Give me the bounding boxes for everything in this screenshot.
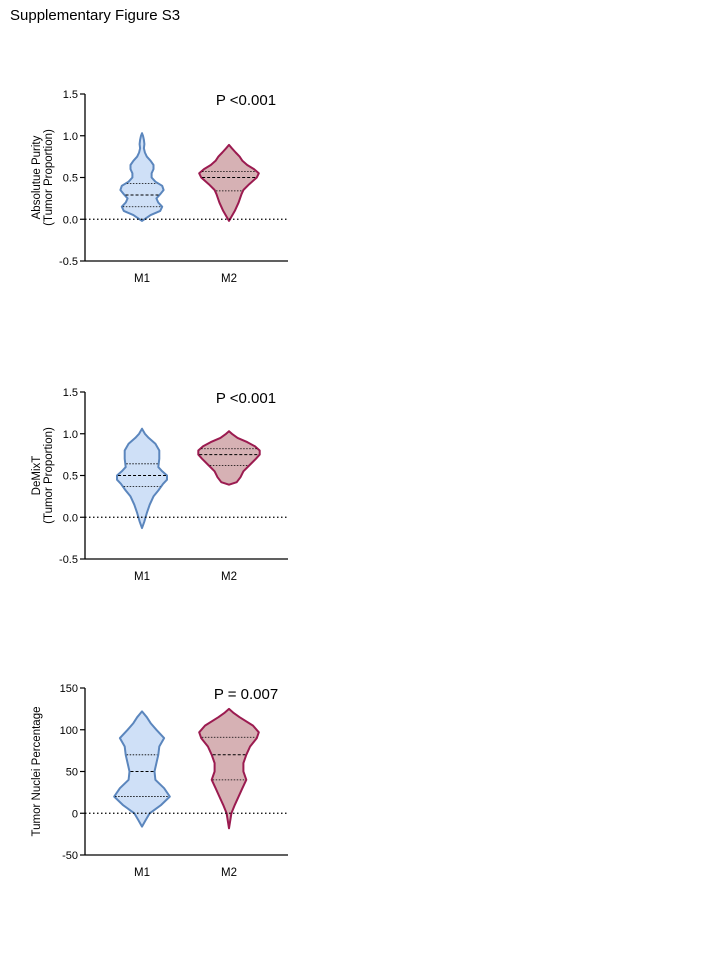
y-tick-label: -0.5 xyxy=(59,256,78,268)
violin-m2 xyxy=(197,430,261,486)
y-tick-label: 50 xyxy=(66,767,78,779)
panel-absolute-purity: -0.5 0.0 0.5 1.0 1.5 M1 M2 Absolutue Purity (Tum… xyxy=(31,89,288,285)
panel-tumor-nuclei: -50 0 50 100 150 M1 M2 Tumor Nuclei Percentage P… xyxy=(31,683,288,879)
violin-m2 xyxy=(198,143,260,222)
y-axis-title: Tumor Nuclei Percentage xyxy=(31,707,43,837)
y-tick-label: 0.5 xyxy=(63,173,78,185)
y-tick-label: 1.5 xyxy=(63,89,78,101)
figure-title: Supplementary Figure S3 xyxy=(10,7,181,24)
y-tick-label: -50 xyxy=(62,850,78,862)
p-value-annotation: P = 0.007 xyxy=(214,686,278,703)
violin-m1 xyxy=(119,132,165,222)
y-axis-title: Absolutue Purity xyxy=(31,135,43,219)
x-category-label: M2 xyxy=(221,867,237,879)
x-category-label: M1 xyxy=(134,571,150,583)
x-category-label: M1 xyxy=(134,273,150,285)
x-category-label: M2 xyxy=(221,571,237,583)
y-axis-title: DeMixT xyxy=(31,456,43,496)
y-tick-label: 1.5 xyxy=(63,387,78,399)
y-tick-label: 0.0 xyxy=(63,512,78,524)
p-value-annotation: P <0.001 xyxy=(216,92,276,109)
y-axis-title: (Tumor Proportion) xyxy=(43,427,55,524)
y-tick-label: 0 xyxy=(72,808,78,820)
x-category-label: M2 xyxy=(221,273,237,285)
y-tick-label: 1.0 xyxy=(63,131,78,143)
y-tick-label: 1.0 xyxy=(63,429,78,441)
y-axis-title: (Tumor Proportion) xyxy=(43,129,55,226)
y-tick-label: -0.5 xyxy=(59,554,78,566)
violin-m1 xyxy=(113,710,171,828)
y-tick-label: 100 xyxy=(60,725,78,737)
panel-demixt: -0.5 0.0 0.5 1.0 1.5 M1 M2 DeMixT (Tumor Proport… xyxy=(31,387,288,583)
x-category-label: M1 xyxy=(134,867,150,879)
violin-m1 xyxy=(116,427,168,530)
y-tick-label: 150 xyxy=(60,683,78,695)
violin-m2 xyxy=(198,707,260,830)
y-tick-label: 0.5 xyxy=(63,471,78,483)
y-tick-label: 0.0 xyxy=(63,214,78,226)
p-value-annotation: P <0.001 xyxy=(216,390,276,407)
